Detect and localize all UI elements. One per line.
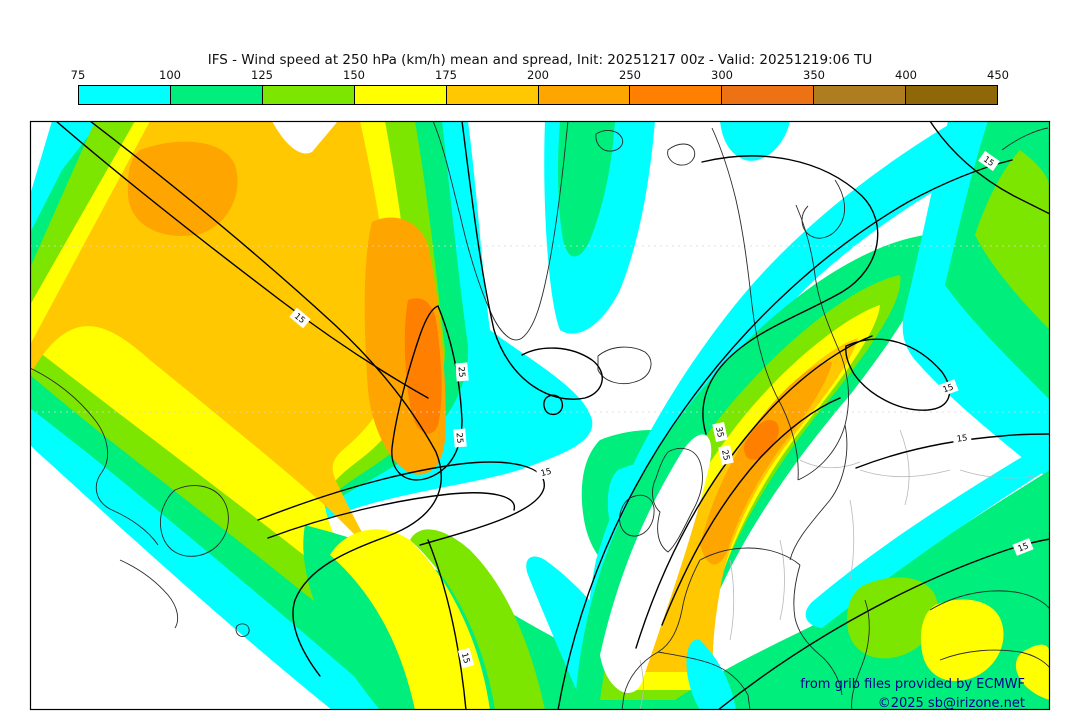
contour-labels: 15 25 25 15 15 25 35 15 15 15: [289, 150, 1034, 669]
svg-text:15: 15: [459, 652, 471, 665]
credit-copyright: ©2025 sb@irizone.net: [878, 696, 1025, 711]
svg-text:15: 15: [1016, 541, 1030, 554]
credits: from grib files provided by ECMWF ©2025 …: [800, 677, 1025, 711]
svg-text:25: 25: [719, 449, 731, 462]
colorbar-swatch-150: [354, 86, 447, 104]
colorbar-swatch-200: [538, 86, 631, 104]
colorbar-tick-125: 125: [251, 68, 273, 82]
svg-text:15: 15: [540, 467, 553, 479]
colorbar-tick-labels: 75 100 125 150 175 200 250 300 350 400 450: [71, 68, 1009, 84]
contour-label: 15: [952, 430, 972, 446]
svg-text:15: 15: [942, 382, 956, 395]
svg-text:25: 25: [454, 432, 465, 444]
colorbar-tick-450: 450: [987, 68, 1009, 82]
graticule: [30, 245, 1050, 413]
colorbar-tick-400: 400: [895, 68, 917, 82]
colorbar-swatch-400: [906, 86, 998, 104]
credit-source: from grib files provided by ECMWF: [800, 677, 1025, 692]
map-frame: [29, 120, 1051, 711]
colorbar-swatch-300: [722, 86, 815, 104]
wind-speed-fill-regions: [30, 121, 1050, 710]
colorbar-tick-300: 300: [711, 68, 733, 82]
contour-label: 15: [535, 463, 557, 481]
colorbar-tick-100: 100: [159, 68, 181, 82]
colorbar-swatch-350: [814, 86, 907, 104]
contour-label: 25: [718, 444, 734, 466]
colorbar-swatch-75: [79, 86, 171, 104]
colorbar-swatch-250: [630, 86, 723, 104]
colorbar: 75 100 125 150 175 200 250 300 350 400 450: [71, 68, 1009, 106]
spread-contour-lines: [55, 121, 1050, 710]
contour-label: 25: [455, 362, 469, 382]
country-borders: [639, 429, 1036, 710]
coastlines: [30, 121, 1050, 710]
svg-text:25: 25: [456, 366, 467, 378]
colorbar-swatch-125: [262, 86, 355, 104]
contour-label: 35: [712, 421, 728, 443]
contour-label: 15: [457, 647, 475, 669]
colorbar-tick-75: 75: [70, 68, 86, 82]
colorbar-tick-175: 175: [435, 68, 457, 82]
colorbar-tick-150: 150: [343, 68, 365, 82]
contour-label: 15: [937, 379, 959, 397]
colorbar-tick-250: 250: [619, 68, 641, 82]
chart-title: IFS - Wind speed at 250 hPa (km/h) mean …: [207, 52, 873, 68]
svg-text:15: 15: [956, 433, 968, 444]
svg-text:35: 35: [713, 426, 725, 439]
colorbar-swatch-100: [170, 86, 263, 104]
colorbar-swatches: [78, 85, 998, 105]
colorbar-tick-350: 350: [803, 68, 825, 82]
contour-label: 15: [1012, 538, 1034, 556]
colorbar-swatch-175: [446, 86, 539, 104]
colorbar-tick-200: 200: [527, 68, 549, 82]
contour-label: 25: [453, 428, 467, 448]
